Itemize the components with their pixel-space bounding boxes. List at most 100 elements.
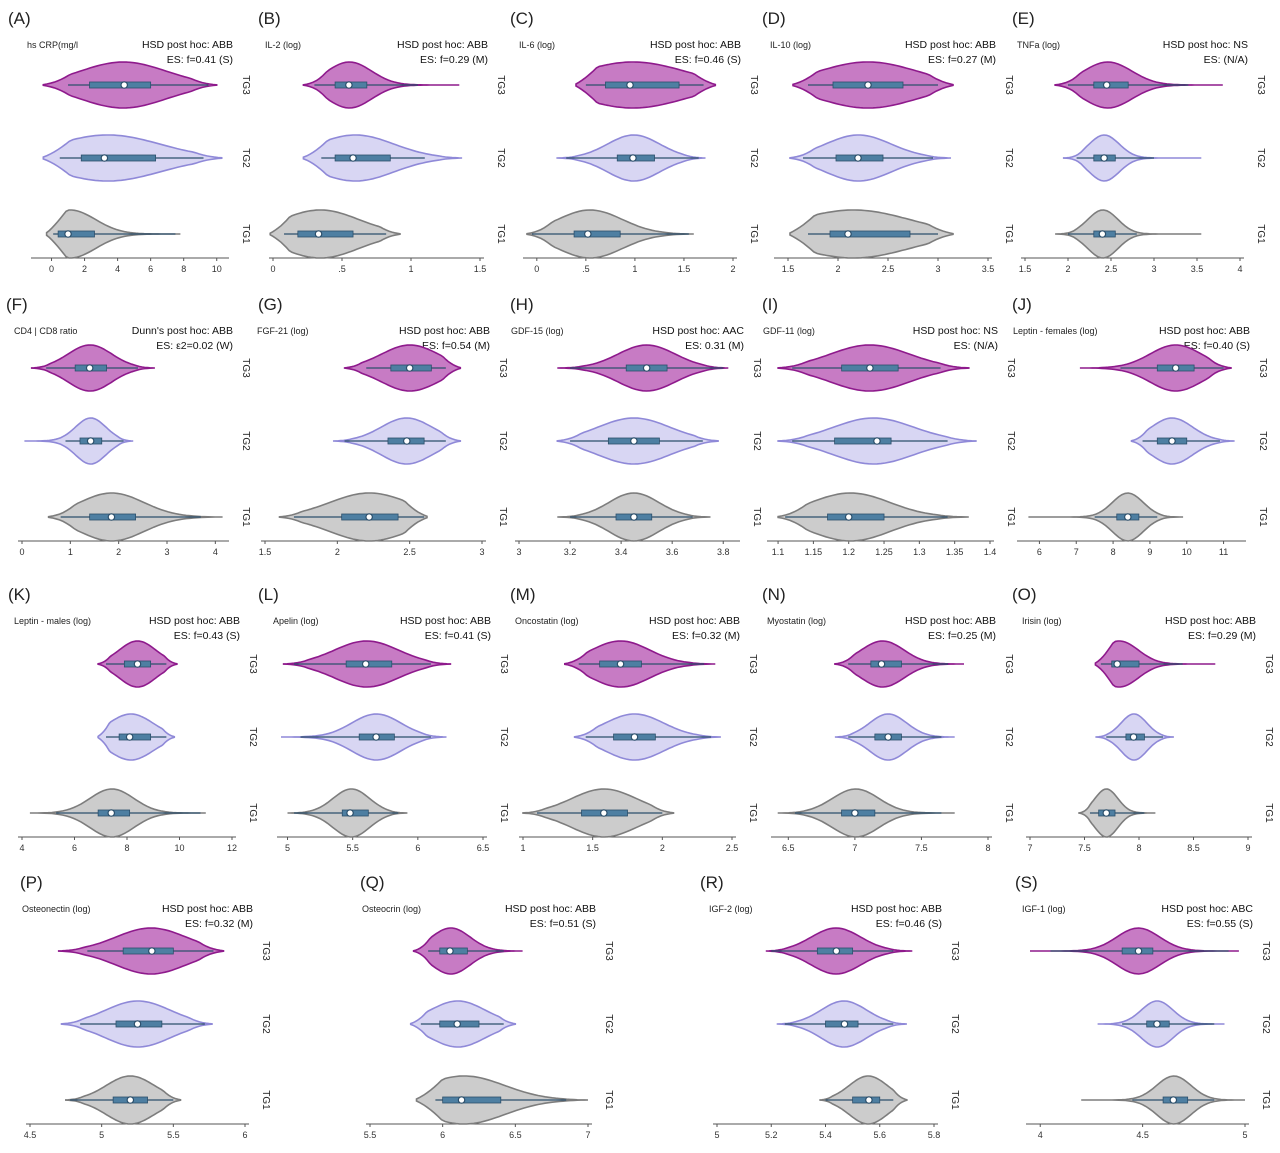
x-tick-label: 2 (730, 264, 735, 274)
x-tick-label: 2.5 (403, 547, 416, 557)
group-label: TG2 (247, 727, 258, 747)
x-tick-label: 6.5 (509, 1130, 522, 1140)
group-label: TG3 (1255, 75, 1266, 95)
median-dot (345, 81, 353, 89)
biomarker-title: CD4 | CD8 ratio (14, 326, 77, 336)
x-tick-label: 6 (415, 843, 420, 853)
violin-group-tg3: TG3 (1079, 344, 1268, 392)
iqr-box (89, 81, 152, 89)
x-tick-label: 2.5 (1105, 264, 1118, 274)
effect-size-label: ES: f=0.46 (S) (876, 918, 942, 930)
median-dot (642, 364, 651, 372)
biomarker-title: TNFa (log) (1017, 40, 1060, 50)
median-dot (349, 154, 357, 162)
x-tick-label: 2 (835, 264, 840, 274)
biomarker-title: Leptin - females (log) (1013, 326, 1098, 336)
posthoc-label: HSD post hoc: ABB (399, 325, 490, 337)
group-label: TG1 (498, 803, 509, 823)
x-tick-label: .5 (338, 264, 346, 274)
panel-i: (I) GDF-11 (log) HSD post hoc: NS ES: (N/A)… (762, 295, 1016, 557)
panel-letter: (A) (8, 9, 31, 28)
panel-r: (R) IGF-2 (log) HSD post hoc: ABB ES: f=0.4… (700, 873, 960, 1140)
iqr-box (1111, 660, 1140, 668)
panel-letter: (D) (762, 9, 786, 28)
effect-size-label: ES: ε2=0.02 (W) (156, 340, 233, 352)
violin-group-tg1: TG1 (45, 209, 251, 259)
median-dot (133, 660, 142, 668)
median-dot (346, 809, 354, 817)
biomarker-title: IGF-2 (log) (709, 904, 753, 914)
violin-group-tg1: TG1 (777, 492, 1016, 542)
median-dot (446, 947, 454, 955)
panel-s: (S) IGF-1 (log) HSD post hoc: ABC ES: f=0.5… (1015, 873, 1271, 1140)
violin-group-tg1: TG1 (777, 788, 1014, 838)
group-label: TG3 (751, 358, 762, 378)
median-dot (584, 230, 592, 238)
effect-size-label: ES: f=0.32 (M) (672, 630, 740, 642)
x-tick-label: 0 (270, 264, 275, 274)
panel-letter: (F) (6, 295, 28, 314)
posthoc-label: HSD post hoc: ABB (905, 39, 996, 51)
panel-q: (Q) Osteocrin (log) HSD post hoc: ABB ES: f… (360, 873, 614, 1140)
panel-letter: (M) (510, 585, 535, 604)
violin-group-tg3: TG3 (282, 640, 509, 688)
iqr-box (834, 437, 892, 445)
group-label: TG1 (1260, 1090, 1271, 1110)
panel-letter: (L) (258, 585, 279, 604)
group-label: TG1 (497, 507, 508, 527)
median-dot (1124, 513, 1132, 521)
panel-letter: (Q) (360, 873, 385, 892)
iqr-box (341, 809, 369, 817)
group-label: TG1 (1263, 803, 1274, 823)
median-dot (630, 437, 638, 445)
x-tick-label: 7.5 (915, 843, 928, 853)
panel-j: (J) Leptin - females (log) HSD post hoc: A… (1012, 295, 1268, 557)
violin-group-tg3: TG3 (57, 927, 271, 975)
group-label: TG1 (1255, 224, 1266, 244)
x-tick-label: 1.5 (678, 264, 691, 274)
panel-a: (A) hs CRP(mg/l HSD post hoc: ABB ES: f=0.4… (8, 9, 251, 274)
x-tick-label: 5.4 (819, 1130, 832, 1140)
x-tick-label: 2 (335, 547, 340, 557)
iqr-box (1093, 81, 1129, 89)
biomarker-title: Apelin (log) (273, 616, 319, 626)
violin-group-tg3: TG3 (564, 640, 758, 688)
median-dot (64, 230, 72, 238)
violin-group-tg2: TG2 (789, 134, 1014, 182)
group-label: TG3 (1260, 941, 1271, 961)
median-dot (133, 1020, 142, 1028)
violin-group-tg3: TG3 (792, 61, 1014, 109)
x-tick-label: 10 (174, 843, 184, 853)
median-dot (877, 660, 886, 668)
x-tick-label: 2.5 (726, 843, 739, 853)
panel-letter: (C) (510, 9, 534, 28)
panel-letter: (K) (8, 585, 31, 604)
x-tick-label: .5 (582, 264, 590, 274)
median-dot (851, 809, 859, 817)
group-label: TG2 (1263, 727, 1274, 747)
median-dot (854, 154, 862, 162)
biomarker-title: IGF-1 (log) (1022, 904, 1066, 914)
panel-letter: (G) (258, 295, 283, 314)
group-label: TG3 (240, 75, 251, 95)
x-tick-label: 5.5 (346, 843, 359, 853)
x-tick-label: 2 (82, 264, 87, 274)
x-tick-label: 1.1 (772, 547, 785, 557)
median-dot (844, 513, 853, 521)
group-label: TG1 (1003, 803, 1014, 823)
violin-group-tg3: TG3 (1094, 640, 1274, 688)
x-tick-label: 1.3 (913, 547, 926, 557)
x-tick-label: 1 (68, 547, 73, 557)
panel-letter: (R) (700, 873, 724, 892)
biomarker-title: Osteonectin (log) (22, 904, 91, 914)
x-tick-label: 5.5 (364, 1130, 377, 1140)
panel-letter: (I) (762, 295, 778, 314)
violin-group-tg1: TG1 (1081, 1075, 1271, 1125)
median-dot (629, 154, 637, 162)
group-label: TG2 (949, 1014, 960, 1034)
x-tick-label: 0 (19, 547, 24, 557)
x-tick-label: 4 (115, 264, 120, 274)
iqr-box (870, 660, 902, 668)
x-tick-label: 6 (1037, 547, 1042, 557)
